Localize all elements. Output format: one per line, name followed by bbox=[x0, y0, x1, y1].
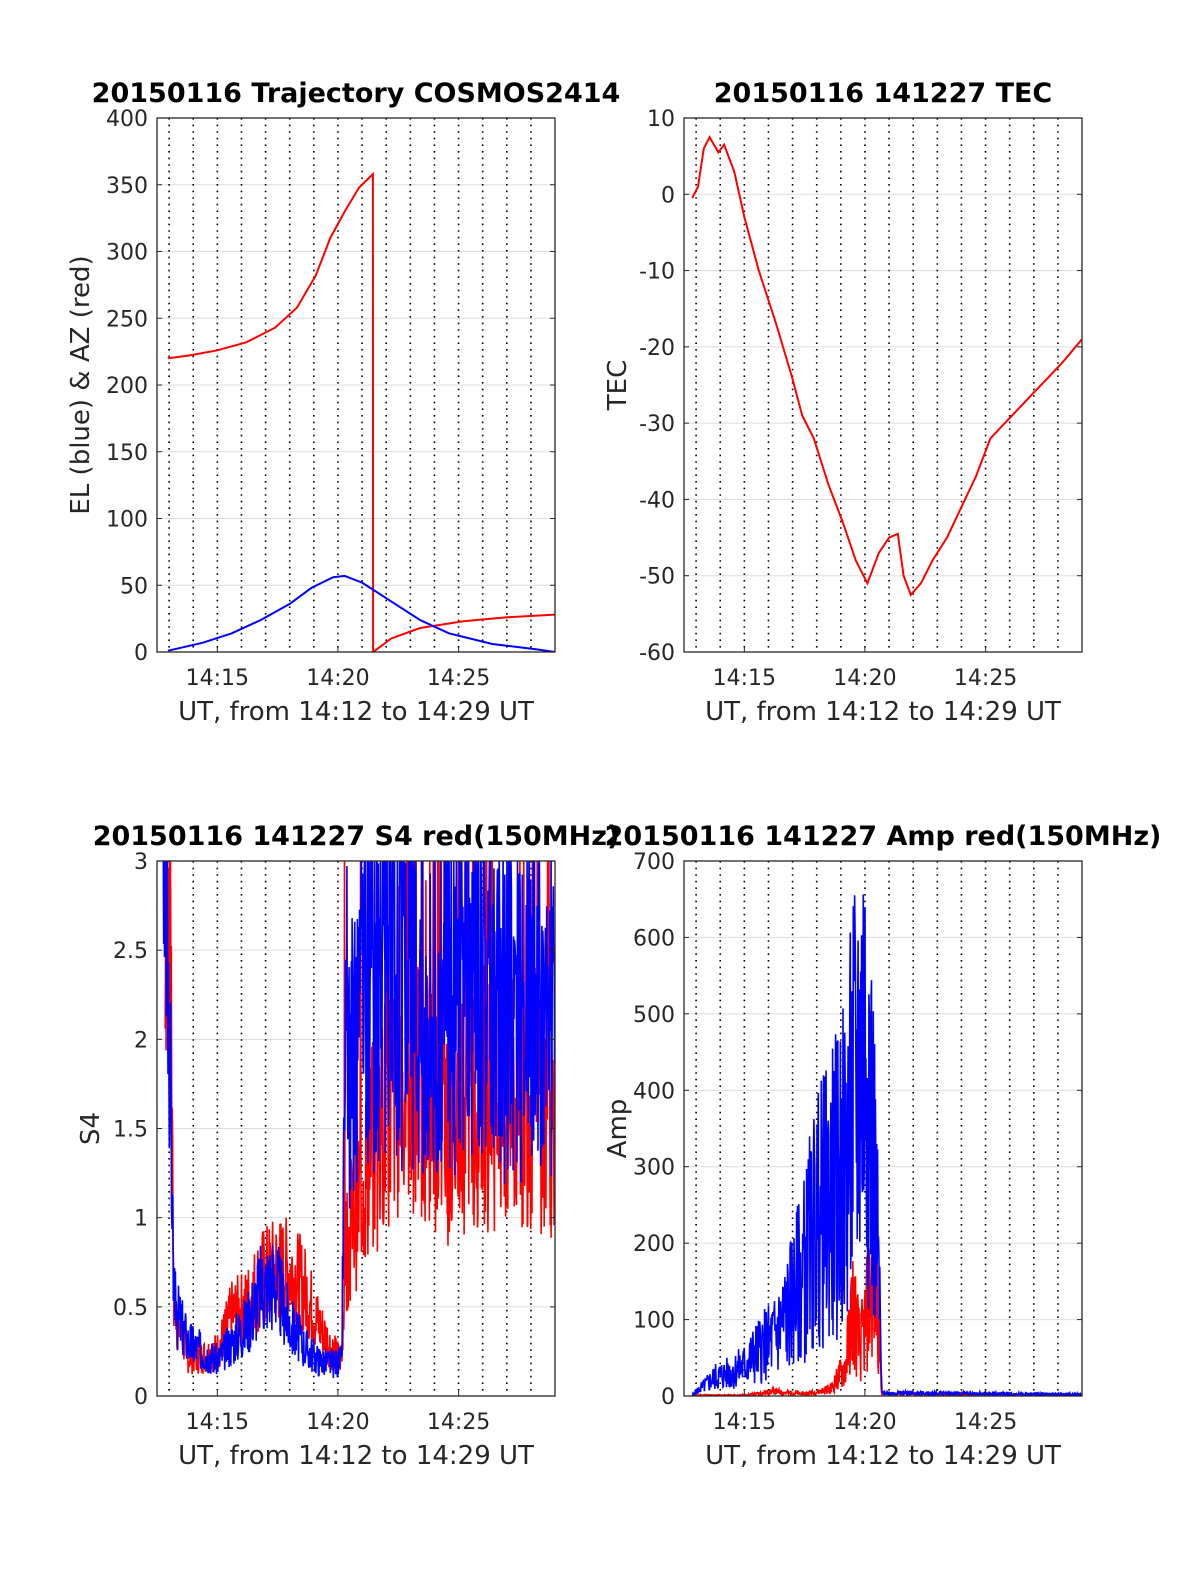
y-tick-label: -20 bbox=[639, 336, 675, 361]
x-tick-label: 14:15 bbox=[713, 666, 776, 691]
y-tick-label: -60 bbox=[639, 641, 675, 666]
series-line bbox=[162, 861, 555, 1379]
chart-title: 20150116 Trajectory COSMOS2414 bbox=[92, 78, 621, 109]
y-tick-label: 350 bbox=[106, 174, 148, 199]
y-tick-label: 100 bbox=[106, 508, 148, 533]
x-tick-label: 14:20 bbox=[306, 1410, 369, 1435]
y-tick-label: 3 bbox=[134, 850, 148, 875]
x-axis-label: UT, from 14:12 to 14:29 UT bbox=[705, 697, 1061, 727]
chart-title: 20150116 141227 S4 red(150MHz) bbox=[93, 821, 620, 852]
plot-area bbox=[684, 118, 1082, 652]
y-tick-label: -10 bbox=[639, 260, 675, 285]
x-tick-label: 14:20 bbox=[833, 666, 896, 691]
y-tick-label: 150 bbox=[106, 441, 148, 466]
y-axis-label: EL (blue) & AZ (red) bbox=[66, 255, 96, 514]
y-tick-label: 1 bbox=[134, 1207, 148, 1232]
y-tick-label: 0 bbox=[134, 641, 148, 666]
y-tick-label: 2 bbox=[134, 1028, 148, 1053]
y-tick-label: -30 bbox=[639, 412, 675, 437]
y-axis-label: S4 bbox=[76, 1112, 106, 1145]
panel-tec: UT, from 14:12 to 14:29 UT TEC -60 -50 -40… bbox=[603, 78, 1083, 727]
chart-title: 20150116 141227 TEC bbox=[714, 78, 1053, 109]
y-axis-label: Amp bbox=[603, 1099, 633, 1159]
series-line bbox=[167, 574, 555, 652]
x-tick-label: 14:25 bbox=[954, 1410, 1017, 1435]
chart-title: 20150116 141227 Amp red(150MHz) bbox=[605, 821, 1162, 852]
y-tick-label: 0 bbox=[134, 1385, 148, 1410]
x-axis-label: UT, from 14:12 to 14:29 UT bbox=[705, 1441, 1061, 1471]
y-tick-label: 0.5 bbox=[113, 1296, 148, 1321]
y-tick-label: 500 bbox=[633, 1003, 675, 1028]
series-line bbox=[691, 894, 1082, 1396]
y-axis-label: TEC bbox=[603, 360, 633, 411]
y-tick-label: 600 bbox=[633, 926, 675, 951]
y-tick-label: 2.5 bbox=[113, 939, 148, 964]
axes-box bbox=[683, 860, 1083, 1397]
y-tick-label: 300 bbox=[633, 1156, 675, 1181]
y-tick-label: 0 bbox=[661, 1385, 675, 1410]
x-axis-label: UT, from 14:12 to 14:29 UT bbox=[178, 697, 534, 727]
panel-trajectory: UT, from 14:12 to 14:29 UT EL (blue) & A… bbox=[66, 78, 620, 727]
y-tick-label: 10 bbox=[647, 107, 675, 132]
y-tick-label: 700 bbox=[633, 850, 675, 875]
y-tick-label: -40 bbox=[639, 488, 675, 513]
series-line bbox=[691, 134, 1082, 597]
y-tick-label: 1.5 bbox=[113, 1118, 148, 1143]
y-tick-label: 0 bbox=[661, 183, 675, 208]
x-tick-label: 14:15 bbox=[186, 666, 249, 691]
y-tick-label: 300 bbox=[106, 241, 148, 266]
y-tick-label: 200 bbox=[106, 374, 148, 399]
panel-amp: UT, from 14:12 to 14:29 UT Amp 0 100 200 30… bbox=[603, 821, 1161, 1471]
x-tick-label: 14:25 bbox=[427, 1410, 490, 1435]
y-tick-label: 250 bbox=[106, 307, 148, 332]
y-tick-label: 400 bbox=[106, 107, 148, 132]
y-tick-label: 100 bbox=[633, 1309, 675, 1334]
x-axis-label: UT, from 14:12 to 14:29 UT bbox=[178, 1441, 534, 1471]
x-tick-label: 14:20 bbox=[833, 1410, 896, 1435]
x-tick-label: 14:20 bbox=[306, 666, 369, 691]
x-tick-label: 14:25 bbox=[427, 666, 490, 691]
y-tick-label: 400 bbox=[633, 1079, 675, 1104]
x-tick-label: 14:15 bbox=[713, 1410, 776, 1435]
x-tick-label: 14:25 bbox=[954, 666, 1017, 691]
y-tick-label: 50 bbox=[120, 574, 148, 599]
x-tick-label: 14:15 bbox=[186, 1410, 249, 1435]
y-tick-label: -50 bbox=[639, 565, 675, 590]
axes-box bbox=[683, 117, 1083, 653]
panel-s4: UT, from 14:12 to 14:29 UT S4 0 0.5 1 1.5 2 2… bbox=[76, 821, 619, 1471]
plot-area bbox=[684, 861, 1082, 1396]
series-line bbox=[164, 861, 555, 1375]
y-tick-label: 200 bbox=[633, 1232, 675, 1257]
